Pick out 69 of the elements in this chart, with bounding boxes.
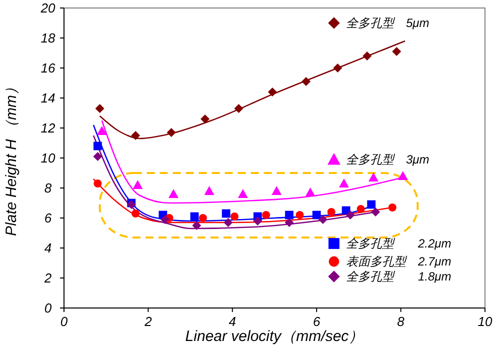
point xyxy=(132,210,140,218)
legend-label: 全多孔型 3μm xyxy=(346,152,430,167)
point xyxy=(192,221,202,230)
point xyxy=(234,104,244,113)
legend-label: 全多孔型 1.8μm xyxy=(346,270,452,284)
point xyxy=(312,210,321,220)
x-tick-label: 4 xyxy=(228,314,236,329)
point xyxy=(238,189,248,198)
point xyxy=(367,200,376,209)
point xyxy=(356,205,365,213)
y-tick-label: 16 xyxy=(40,60,56,76)
y-tick-label: 14 xyxy=(40,90,56,106)
point xyxy=(204,186,214,195)
legend-label: 全多孔型 5μm xyxy=(346,16,430,30)
point xyxy=(94,180,102,188)
point xyxy=(305,188,316,196)
point xyxy=(272,186,282,195)
point xyxy=(318,215,328,224)
point xyxy=(262,211,270,219)
y-tick-label: 8 xyxy=(44,180,52,196)
y-tick-label: 4 xyxy=(44,240,52,256)
y-tick-label: 12 xyxy=(40,120,56,136)
point xyxy=(224,218,233,227)
x-tick-label: 2 xyxy=(144,314,153,329)
point xyxy=(131,131,140,140)
point xyxy=(368,172,378,182)
point xyxy=(362,52,372,60)
point xyxy=(398,171,408,180)
point xyxy=(132,180,143,189)
y-tick-label: 20 xyxy=(40,0,56,16)
point xyxy=(168,189,178,198)
y-axis-title: Plate Height H （mm） xyxy=(3,80,20,236)
point xyxy=(198,214,207,222)
x-axis-title: Linear velocity（mm/sec） xyxy=(185,328,364,345)
point xyxy=(327,208,336,216)
legend-label: 表面多孔型 2.7μm xyxy=(346,254,452,269)
point xyxy=(392,47,402,56)
point xyxy=(95,104,104,113)
point xyxy=(200,114,210,124)
point xyxy=(93,152,102,161)
point xyxy=(93,142,102,150)
point xyxy=(296,211,304,219)
line-series xyxy=(99,40,406,140)
point xyxy=(333,64,342,72)
point xyxy=(96,126,107,135)
point xyxy=(346,210,355,220)
y-tick-label: 2 xyxy=(43,270,52,286)
point xyxy=(166,128,176,137)
point xyxy=(160,215,170,224)
point xyxy=(371,208,380,216)
point xyxy=(222,209,230,218)
point xyxy=(302,77,311,86)
x-tick-label: 8 xyxy=(397,314,406,329)
point xyxy=(230,212,239,220)
y-tick-label: 10 xyxy=(40,150,56,166)
point xyxy=(284,218,294,227)
legend-label: 全多孔型 2.2μm xyxy=(346,236,452,251)
point xyxy=(253,216,262,226)
x-tick-label: 6 xyxy=(312,314,321,329)
point xyxy=(388,204,396,212)
y-tick-label: 0 xyxy=(44,300,52,316)
point xyxy=(268,88,277,96)
point xyxy=(190,212,199,221)
y-tick-label: 6 xyxy=(44,210,52,226)
x-tick-label: 0 xyxy=(60,314,68,329)
point xyxy=(338,178,349,188)
y-tick-label: 18 xyxy=(40,30,56,46)
x-tick-label: 10 xyxy=(478,314,493,329)
point xyxy=(285,210,294,220)
